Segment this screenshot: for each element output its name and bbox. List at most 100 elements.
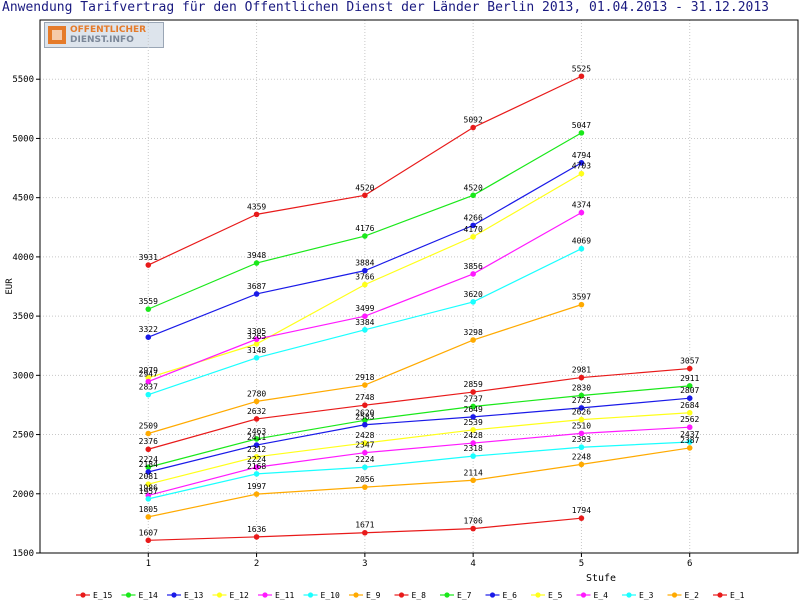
data-point xyxy=(253,464,260,471)
series-line-e_7 xyxy=(148,385,690,468)
data-label: 2312 xyxy=(247,445,266,454)
data-label: 2725 xyxy=(572,396,591,405)
legend-label: E_7 xyxy=(457,591,472,600)
data-label: 1997 xyxy=(247,482,266,491)
y-axis-label: EUR xyxy=(5,278,15,295)
data-point xyxy=(362,382,368,388)
data-point xyxy=(470,337,476,343)
data-point xyxy=(578,374,585,381)
legend-label: E_12 xyxy=(230,591,249,600)
y-tick-label: 3000 xyxy=(12,371,34,381)
data-label: 2859 xyxy=(464,380,483,389)
data-label: 2539 xyxy=(464,418,483,427)
data-point xyxy=(470,389,476,395)
data-point xyxy=(253,454,260,460)
data-point xyxy=(578,160,585,166)
legend-label: E_2 xyxy=(685,591,700,600)
data-label: 4359 xyxy=(247,202,266,211)
data-label: 2437 xyxy=(680,430,699,439)
data-point xyxy=(362,402,368,408)
legend-label: E_13 xyxy=(184,591,203,600)
legend-label: E_14 xyxy=(139,591,158,600)
series-line-e_2 xyxy=(148,447,690,518)
data-label: 2632 xyxy=(247,407,266,416)
data-label: 3597 xyxy=(572,293,591,302)
data-point xyxy=(686,409,693,416)
data-point xyxy=(470,453,476,459)
data-label: 1986 xyxy=(139,483,158,492)
data-point xyxy=(578,245,585,252)
series-line-e_4 xyxy=(148,426,690,497)
data-label: 2224 xyxy=(355,455,374,464)
data-label: 2979 xyxy=(139,366,158,375)
data-point xyxy=(253,534,260,540)
data-point xyxy=(362,233,368,239)
data-point xyxy=(145,391,152,398)
data-label: 4520 xyxy=(355,183,374,192)
data-point xyxy=(362,327,368,333)
y-tick-label: 5500 xyxy=(12,75,34,85)
data-point xyxy=(253,491,260,497)
data-point xyxy=(470,271,476,277)
data-label: 2428 xyxy=(355,431,374,440)
data-point xyxy=(362,449,368,456)
data-point xyxy=(145,306,152,312)
data-point xyxy=(686,395,693,401)
data-point xyxy=(253,398,260,405)
y-tick-label: 2000 xyxy=(12,490,34,500)
data-point xyxy=(686,445,693,451)
data-point xyxy=(362,417,368,424)
data-point xyxy=(686,439,693,445)
legend-label: E_4 xyxy=(594,591,609,600)
legend-marker xyxy=(444,592,450,598)
data-label: 2583 xyxy=(355,413,374,422)
data-label: 2510 xyxy=(572,421,591,430)
data-point xyxy=(253,291,260,297)
data-label: 3322 xyxy=(139,325,158,334)
data-point xyxy=(362,440,368,446)
data-point xyxy=(578,130,585,136)
series-line-e_3 xyxy=(148,441,690,500)
data-label: 2911 xyxy=(680,374,699,383)
data-point xyxy=(253,442,260,448)
data-point xyxy=(578,515,585,521)
data-point xyxy=(145,537,152,544)
data-point xyxy=(470,222,476,229)
data-label: 2114 xyxy=(464,468,483,477)
data-label: 2626 xyxy=(572,408,591,417)
data-label: 4374 xyxy=(572,201,591,210)
series-line-e_6 xyxy=(148,397,690,473)
data-point xyxy=(362,484,368,490)
data-label: 2620 xyxy=(355,408,374,417)
legend-label: E_6 xyxy=(503,591,518,600)
data-point xyxy=(253,260,260,266)
data-label: 3856 xyxy=(464,262,483,271)
data-label: 1794 xyxy=(572,506,591,515)
legend-marker xyxy=(671,592,678,598)
data-label: 3687 xyxy=(247,282,266,291)
logo-text-line1: OFFENTLICHER xyxy=(70,25,147,35)
data-label: 2318 xyxy=(464,444,483,453)
x-axis-label: Stufe xyxy=(586,573,616,584)
x-tick-label: 6 xyxy=(687,559,692,569)
x-tick-label: 4 xyxy=(470,559,475,569)
data-point xyxy=(470,403,476,410)
data-label: 4176 xyxy=(355,224,374,233)
data-point xyxy=(578,405,585,411)
data-label: 3948 xyxy=(247,251,266,260)
data-point xyxy=(362,267,368,274)
data-label: 2509 xyxy=(139,421,158,430)
legend-marker xyxy=(125,592,132,598)
logo-text-line2: DIENST.INFO xyxy=(70,35,134,45)
grid-lines xyxy=(40,20,798,554)
data-label: 2224 xyxy=(247,455,266,464)
x-tick-label: 1 xyxy=(146,559,151,569)
data-point xyxy=(253,336,260,343)
plot-frame xyxy=(39,19,799,554)
series-line-e_5 xyxy=(148,412,690,485)
data-label: 4069 xyxy=(572,237,591,246)
data-point xyxy=(578,430,585,437)
data-label: 3931 xyxy=(139,253,158,262)
data-label: 4703 xyxy=(572,162,591,171)
data-point xyxy=(253,416,260,422)
